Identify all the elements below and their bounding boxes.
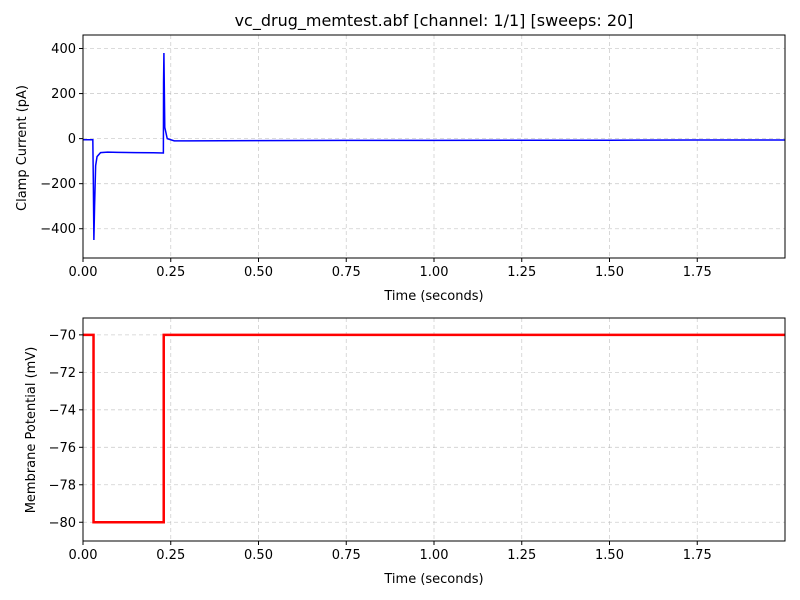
current-ytick-label: 200 bbox=[51, 87, 76, 102]
voltage-xtick-label: 0.00 bbox=[69, 548, 98, 563]
voltage-ytick-label: −78 bbox=[49, 478, 76, 493]
voltage-xtick-label: 0.75 bbox=[332, 548, 361, 563]
voltage-ytick-label: −74 bbox=[49, 403, 76, 418]
chart-title: vc_drug_memtest.abf [channel: 1/1] [swee… bbox=[235, 11, 634, 31]
current-ytick-label: −400 bbox=[40, 222, 76, 237]
voltage-trace-line bbox=[83, 333, 785, 524]
voltage-xtick-label: 1.75 bbox=[683, 548, 712, 563]
current-xtick-label: 1.25 bbox=[507, 265, 536, 280]
voltage-ytick-label: −70 bbox=[49, 328, 76, 343]
current-ytick-label: 0 bbox=[68, 132, 76, 147]
current-xtick-label: 1.00 bbox=[420, 265, 449, 280]
voltage-ytick-label: −80 bbox=[49, 516, 76, 531]
voltage-xtick-label: 1.00 bbox=[420, 548, 449, 563]
voltage-xtick-label: 0.25 bbox=[156, 548, 185, 563]
current-plot: 0.00 0.25 0.50 0.75 1.00 1.25 1.50 1.75 400 200 0 −… bbox=[40, 34, 786, 280]
current-xtick-label: 0.75 bbox=[332, 265, 361, 280]
voltage-plot-ylabel: Membrane Potential (mV) bbox=[24, 347, 39, 514]
current-xtick-label: 0.00 bbox=[69, 265, 98, 280]
current-xtick-label: 1.75 bbox=[683, 265, 712, 280]
current-xtick-label: 0.50 bbox=[244, 265, 273, 280]
current-xtick-label: 1.50 bbox=[595, 265, 624, 280]
voltage-xtick-label: 1.50 bbox=[595, 548, 624, 563]
current-ytick-label: −200 bbox=[40, 177, 76, 192]
voltage-plot-xlabel: Time (seconds) bbox=[383, 572, 483, 587]
voltage-xtick-label: 1.25 bbox=[507, 548, 536, 563]
current-xtick-label: 0.25 bbox=[156, 265, 185, 280]
current-ytick-label: 400 bbox=[51, 42, 76, 57]
current-trace-line bbox=[83, 53, 785, 240]
current-plot-xlabel: Time (seconds) bbox=[383, 289, 483, 304]
voltage-ytick-label: −72 bbox=[49, 366, 76, 381]
voltage-xtick-label: 0.50 bbox=[244, 548, 273, 563]
current-plot-ylabel: Clamp Current (pA) bbox=[15, 85, 30, 211]
voltage-plot: 0.00 0.25 0.50 0.75 1.00 1.25 1.50 1.75 −70 −72 −7… bbox=[49, 317, 786, 563]
voltage-ytick-label: −76 bbox=[49, 441, 76, 456]
